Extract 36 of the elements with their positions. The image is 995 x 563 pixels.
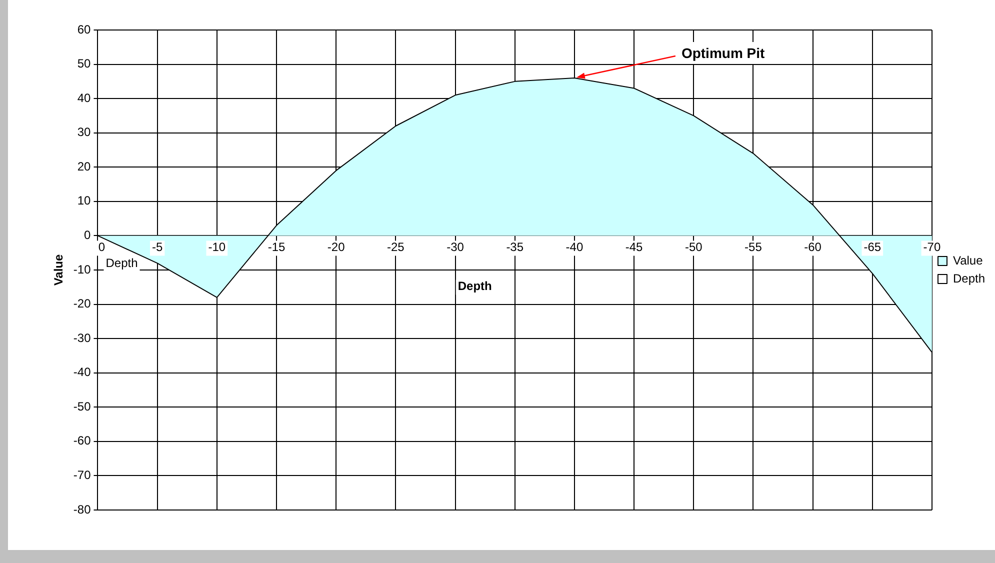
x-tick-label: -10 xyxy=(208,240,226,254)
y-tick-label: -20 xyxy=(73,296,92,311)
x-tick-label: -50 xyxy=(684,240,703,254)
x-tick-label: -45 xyxy=(625,240,644,254)
x-axis-title: Depth xyxy=(458,279,492,294)
x-tick-label: -30 xyxy=(446,240,464,254)
y-tick-label: -60 xyxy=(73,434,92,448)
y-tick-label: -10 xyxy=(73,262,92,276)
y-tick-label: 0 xyxy=(84,228,92,242)
legend-label: Value xyxy=(952,253,984,268)
x-tick-label: 0 xyxy=(98,240,106,254)
y-tick-label: 20 xyxy=(77,159,92,174)
annotation: Optimum Pit xyxy=(681,44,766,61)
y-tick-label: -70 xyxy=(73,468,92,482)
y-tick-label: 10 xyxy=(77,194,92,208)
x-tick-label: -15 xyxy=(268,240,286,254)
x-tick-label: -70 xyxy=(923,240,941,254)
y-tick-label: -80 xyxy=(73,502,92,516)
x-tick-label: -65 xyxy=(864,240,882,254)
annotation: Depth xyxy=(106,256,138,270)
y-tick-label: 40 xyxy=(77,90,92,105)
y-tick-label: -50 xyxy=(73,399,92,414)
x-tick-label: -5 xyxy=(152,240,163,254)
x-tick-label: -55 xyxy=(744,240,762,254)
x-tick-label: -40 xyxy=(566,240,584,254)
x-tick-label: -25 xyxy=(387,240,405,254)
y-tick-label: 60 xyxy=(77,22,92,36)
legend-label: Depth xyxy=(952,271,986,286)
x-tick-label: -20 xyxy=(327,240,346,254)
x-tick-label: -35 xyxy=(506,240,524,254)
y-tick-label: 50 xyxy=(77,56,92,71)
y-tick-label: 30 xyxy=(77,125,92,140)
y-tick-label: -30 xyxy=(73,330,92,345)
x-tick-label: -60 xyxy=(804,240,822,254)
y-tick-label: -40 xyxy=(73,365,92,380)
y-axis-title: Value xyxy=(52,254,66,286)
